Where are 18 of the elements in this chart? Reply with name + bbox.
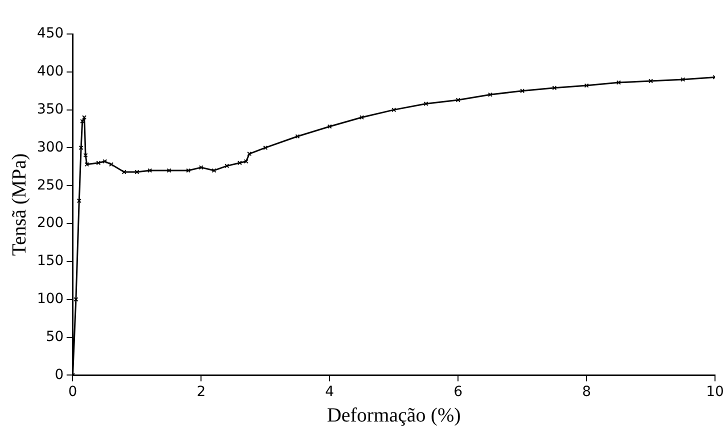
y-tick-label: 300: [36, 139, 64, 156]
x-tick-label: 2: [196, 384, 206, 400]
y-tick-label: 0: [54, 366, 64, 383]
x-tick-label: 0: [68, 384, 78, 400]
y-tick-label: 450: [36, 26, 64, 42]
x-axis-title: Deformação (%): [326, 404, 461, 426]
y-tick-label: 100: [36, 291, 64, 308]
x-tick-label: 4: [325, 384, 334, 400]
x-tick-label: 6: [454, 384, 463, 400]
y-tick-label: 150: [36, 253, 64, 270]
y-tick-label: 50: [46, 328, 64, 345]
y-tick-label: 200: [36, 215, 64, 232]
y-axis-title: Tensã (MPa): [8, 153, 30, 256]
x-tick-label: 10: [706, 384, 724, 400]
y-tick-label: 350: [36, 101, 64, 118]
y-tick-label: 250: [36, 177, 64, 194]
y-tick-label: 400: [36, 64, 64, 80]
x-tick-label: 8: [582, 384, 592, 400]
